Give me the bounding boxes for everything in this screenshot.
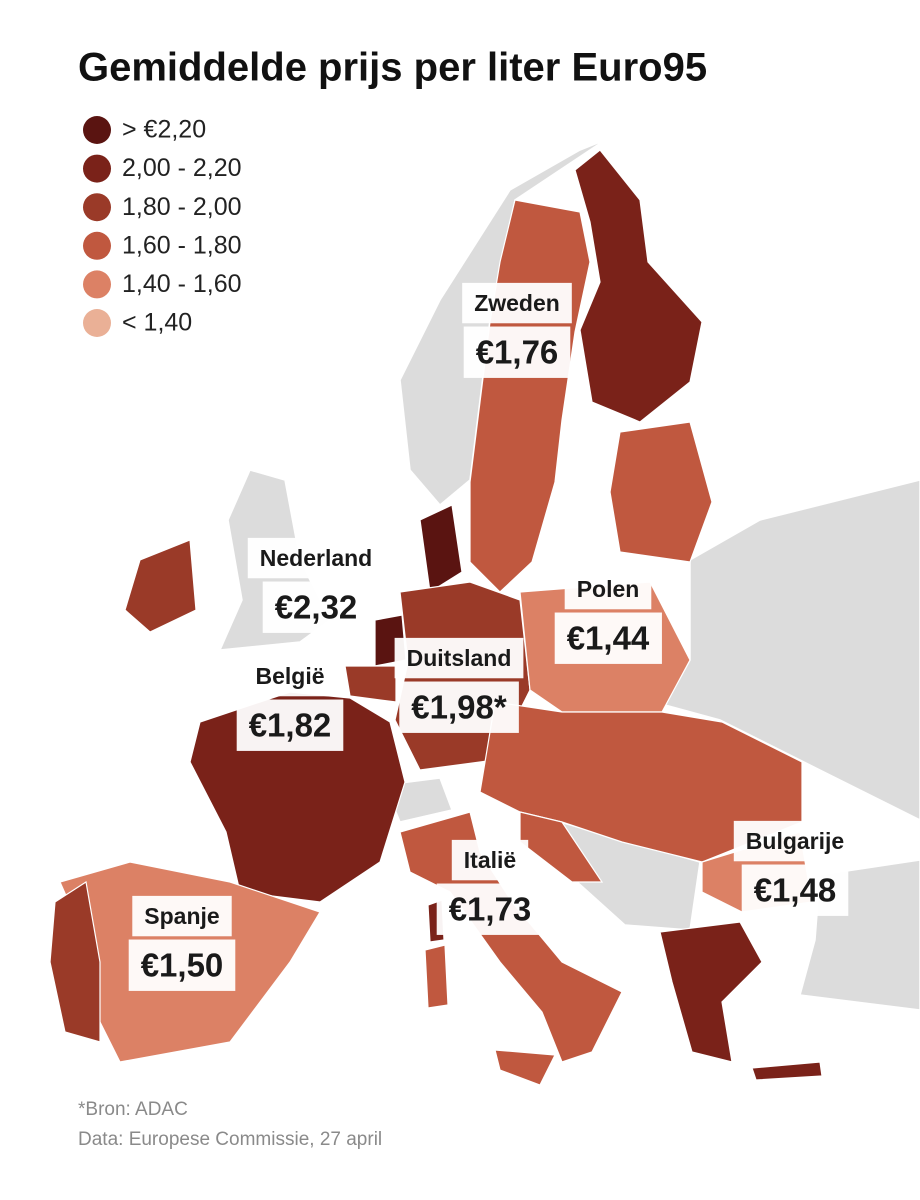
country-name: Zweden <box>474 290 560 316</box>
country-price: €1,50 <box>141 947 224 984</box>
greece <box>659 921 763 1063</box>
country-price: €1,76 <box>476 334 559 371</box>
country-name: Duitsland <box>407 645 512 671</box>
footnote: Data: Europese Commissie, 27 april <box>78 1129 382 1150</box>
legend-swatch <box>83 193 111 222</box>
country-name: Italië <box>464 847 516 873</box>
country-price: €1,44 <box>567 620 650 657</box>
country-name: Polen <box>577 576 640 602</box>
legend-swatch <box>83 116 111 144</box>
country-price: €1,98* <box>411 689 507 726</box>
label-box <box>462 282 572 324</box>
country-name: Spanje <box>144 903 219 929</box>
legend-label: > €2,20 <box>122 116 206 144</box>
country-price: €1,48 <box>754 872 837 909</box>
portugal <box>49 881 101 1043</box>
legend-label: 1,80 - 2,00 <box>122 193 242 221</box>
legend: > €2,20 2,00 - 2,20 1,80 - 2,00 1,60 - 1,80… <box>83 116 242 337</box>
country-name: België <box>255 663 324 689</box>
country-name: Nederland <box>260 545 372 571</box>
legend-swatch <box>83 309 111 337</box>
legend-swatch <box>83 231 111 260</box>
legend-label: 1,40 - 1,60 <box>122 270 242 298</box>
label-box <box>463 326 571 378</box>
legend-label: 1,60 - 1,80 <box>122 231 242 259</box>
label-box <box>243 655 337 697</box>
legend-label: 2,00 - 2,20 <box>122 154 242 182</box>
legend-label: < 1,40 <box>122 309 192 337</box>
belgium <box>344 665 397 703</box>
label-box <box>262 581 370 633</box>
legend-swatch <box>83 154 111 183</box>
legend-swatch <box>83 270 111 299</box>
sardinia <box>424 944 449 1009</box>
label-box <box>733 820 857 862</box>
label-box <box>564 568 652 610</box>
title: Gemiddelde prijs per liter Euro95 <box>78 46 707 90</box>
country-price: €1,73 <box>449 891 532 928</box>
country-name: Bulgarije <box>746 828 844 854</box>
label-box <box>451 839 529 881</box>
sicily <box>494 1049 556 1086</box>
baltics <box>609 421 713 563</box>
finland <box>574 149 703 423</box>
country-price: €2,32 <box>275 589 358 626</box>
label-box <box>236 699 344 751</box>
label-box <box>394 637 524 679</box>
label-box <box>247 537 385 579</box>
label-box <box>128 939 236 991</box>
label-box <box>554 612 662 664</box>
denmark <box>419 504 463 593</box>
ireland <box>124 539 197 633</box>
label-box <box>399 681 519 733</box>
label-box <box>132 895 232 937</box>
crete <box>751 1061 823 1081</box>
label-box <box>741 864 849 916</box>
label-box <box>436 883 544 935</box>
country-price: €1,82 <box>249 707 332 744</box>
country-labels: Zweden €1,76 Nederland €2,32 België €1,82 Duit… <box>128 282 857 991</box>
footnote: *Bron: ADAC <box>78 1099 188 1120</box>
croatia <box>519 811 604 883</box>
